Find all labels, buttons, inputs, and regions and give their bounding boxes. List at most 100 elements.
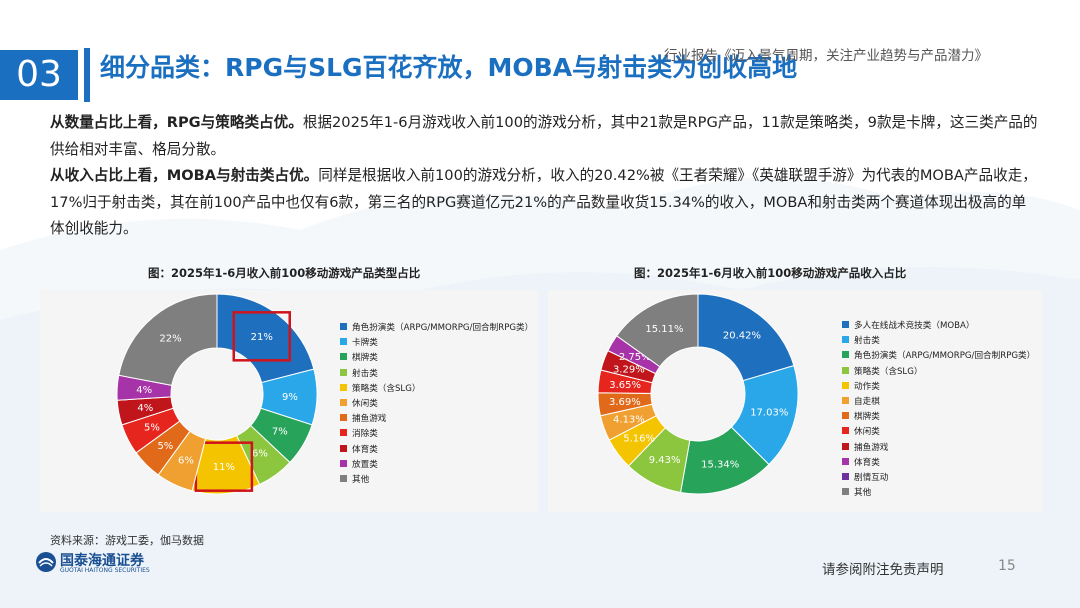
chart1-legend-item: 捕鱼游戏 xyxy=(340,412,533,427)
chart1-data-label-4: 11% xyxy=(213,462,235,473)
chart2-legend-swatch xyxy=(842,427,849,435)
chart1-data-label-9: 4% xyxy=(136,385,152,396)
chart2-legend-label: 自走棋 xyxy=(854,396,880,407)
paragraph-revenue-lead: 从收入占比上看，MOBA与射击类占优。 xyxy=(50,167,319,184)
paragraph-quantity-lead: 从数量占比上看，RPG与策略类占优。 xyxy=(50,114,303,131)
chart1-legend-swatch xyxy=(340,353,347,361)
chart2-legend-swatch xyxy=(842,351,849,359)
chart2-slice-0 xyxy=(697,293,795,382)
body-text: 从数量占比上看，RPG与策略类占优。根据2025年1-6月游戏收入前100的游戏… xyxy=(50,110,1040,243)
chart2-legend-item: 剧情互动 xyxy=(842,471,1035,486)
chart2-slice-11 xyxy=(615,293,699,368)
chart1-legend-swatch xyxy=(340,398,347,406)
chart1-legend-label: 消除类 xyxy=(352,429,378,440)
chart2-legend-item: 其他 xyxy=(842,486,1035,501)
chart2-legend-item: 休闲类 xyxy=(842,425,1035,440)
chart2-data-label-7: 3.65% xyxy=(609,380,641,391)
chart1-legend-item: 休闲类 xyxy=(340,397,533,412)
chart2-legend-item: 动作类 xyxy=(842,380,1035,395)
chart2-legend-swatch xyxy=(842,336,849,344)
chart2-data-label-2: 15.34% xyxy=(701,460,739,471)
page-number: 15 xyxy=(998,558,1016,574)
chart2-legend-item: 射击类 xyxy=(842,334,1035,349)
company-logo-subtext: GUOTAI HAITONG SECURITIES xyxy=(60,567,150,574)
chart1-legend-label: 放置类 xyxy=(352,459,378,470)
chart1-data-label-3: 6% xyxy=(252,449,268,460)
section-number-badge: 03 xyxy=(0,50,78,100)
chart1-legend-swatch xyxy=(340,474,347,482)
chart1-legend-label: 角色扮演类（ARPG/MMORPG/回合制RPG类） xyxy=(352,323,534,333)
chart2-data-label-3: 9.43% xyxy=(649,455,681,466)
source-note: 资料来源：游戏工委，伽马数据 xyxy=(50,534,204,547)
chart2-legend-item: 策略类（含SLG） xyxy=(842,365,1035,380)
chart1-highlight-box-0 xyxy=(232,311,291,362)
chart2-data-label-6: 3.69% xyxy=(609,397,641,408)
chart2-legend-label: 角色扮演类（ARPG/MMORPG/回合制RPG类） xyxy=(854,351,1036,362)
chart1-legend: 角色扮演类（ARPG/MMORPG/回合制RPG类） 卡牌类棋牌类射击类策略类（含… xyxy=(340,321,533,488)
chart1-legend-label: 卡牌类 xyxy=(352,338,378,349)
chart2-legend-swatch xyxy=(842,442,849,450)
chart1-legend-label: 射击类 xyxy=(352,368,378,379)
chart1-legend-label: 其他 xyxy=(352,474,370,485)
chart1-data-label-2: 7% xyxy=(272,427,288,438)
disclaimer-text: 请参阅附注免责声明 xyxy=(822,562,944,578)
chart2-data-label-9: 2.75% xyxy=(619,352,651,363)
chart2-legend-item: 捕鱼游戏 xyxy=(842,441,1035,456)
chart1-data-label-8: 4% xyxy=(137,403,153,414)
chart2-data-label-8: 3.29% xyxy=(613,365,645,376)
chart2-legend: 多人在线战术竞技类（MOBA） 射击类角色扮演类（ARPG/MMORPG/回合制R… xyxy=(842,319,1035,501)
chart2-legend-swatch xyxy=(842,321,849,328)
chart2-legend-label: 剧情互动 xyxy=(854,472,889,483)
chart1-legend-item: 射击类 xyxy=(340,367,533,382)
chart2-legend-swatch xyxy=(842,396,849,404)
chart1-legend-label: 体育类 xyxy=(352,444,378,455)
chart1-data-label-10: 22% xyxy=(159,333,181,344)
chart2-legend-label: 动作类 xyxy=(854,381,880,392)
title-accent-bar xyxy=(84,48,90,102)
chart2-legend-label: 休闲类 xyxy=(854,427,880,438)
chart1-legend-item: 体育类 xyxy=(340,443,533,458)
chart2-data-label-1: 17.03% xyxy=(750,407,788,418)
chart1-legend-label: 捕鱼游戏 xyxy=(352,414,387,425)
chart1-legend-swatch xyxy=(340,323,347,330)
chart1-legend-item: 卡牌类 xyxy=(340,336,533,351)
chart1-data-label-7: 5% xyxy=(144,423,160,434)
page-title: 细分品类：RPG与SLG百花齐放，MOBA与射击类为创收高地 xyxy=(100,53,798,82)
chart1-legend-label: 休闲类 xyxy=(352,398,378,409)
chart1-legend-swatch xyxy=(340,429,347,437)
chart2-legend-swatch xyxy=(842,457,849,465)
chart1-legend-swatch xyxy=(340,368,347,376)
chart2-legend-item: 棋牌类 xyxy=(842,410,1035,425)
chart1-data-label-1: 9% xyxy=(282,392,298,403)
chart1-legend-item: 策略类（含SLG） xyxy=(340,382,533,397)
chart2-legend-swatch xyxy=(842,366,849,374)
chart1-legend-item: 放置类 xyxy=(340,458,533,473)
chart1-legend-item: 棋牌类 xyxy=(340,351,533,366)
chart2-legend-label: 策略类（含SLG） xyxy=(854,366,923,377)
chart1-data-label-6: 5% xyxy=(157,441,173,452)
chart1-legend-swatch xyxy=(340,459,347,467)
chart2-legend-item: 体育类 xyxy=(842,456,1035,471)
chart2-data-label-0: 20.42% xyxy=(723,331,761,342)
paragraph-quantity-text: 根据2025年1-6月游戏收入前100的游戏分析，其中21款是RPG产品，11款… xyxy=(50,114,1038,158)
chart2-title: 图：2025年1-6月收入前100移动游戏产品收入占比 xyxy=(634,266,907,280)
chart1-legend-item: 其他 xyxy=(340,473,533,488)
company-logo-text: 国泰海通证券 xyxy=(60,553,144,569)
chart2-data-label-11: 15.11% xyxy=(645,324,683,335)
chart2-legend-label: 多人在线战术竞技类（MOBA） xyxy=(854,321,975,331)
chart2-legend-item: 角色扮演类（ARPG/MMORPG/回合制RPG类） xyxy=(842,349,1035,364)
company-logo-icon xyxy=(36,552,56,572)
chart1-legend-swatch xyxy=(340,444,347,452)
chart2-legend-swatch xyxy=(842,412,849,420)
paragraph-revenue-text: 同样是根据收入前100的游戏分析，收入的20.42%被《王者荣耀》《英雄联盟手游… xyxy=(50,167,1037,237)
chart1-legend-label: 策略类（含SLG） xyxy=(352,383,421,394)
chart2-legend-label: 捕鱼游戏 xyxy=(854,442,889,453)
chart2-legend-swatch xyxy=(842,381,849,389)
chart1-title: 图：2025年1-6月收入前100移动游戏产品类型占比 xyxy=(148,266,421,280)
chart1-data-label-5: 6% xyxy=(178,456,194,467)
paragraph-revenue: 从收入占比上看，MOBA与射击类占优。同样是根据收入前100的游戏分析，收入的2… xyxy=(50,163,1040,243)
chart1-slice-10 xyxy=(118,293,218,386)
